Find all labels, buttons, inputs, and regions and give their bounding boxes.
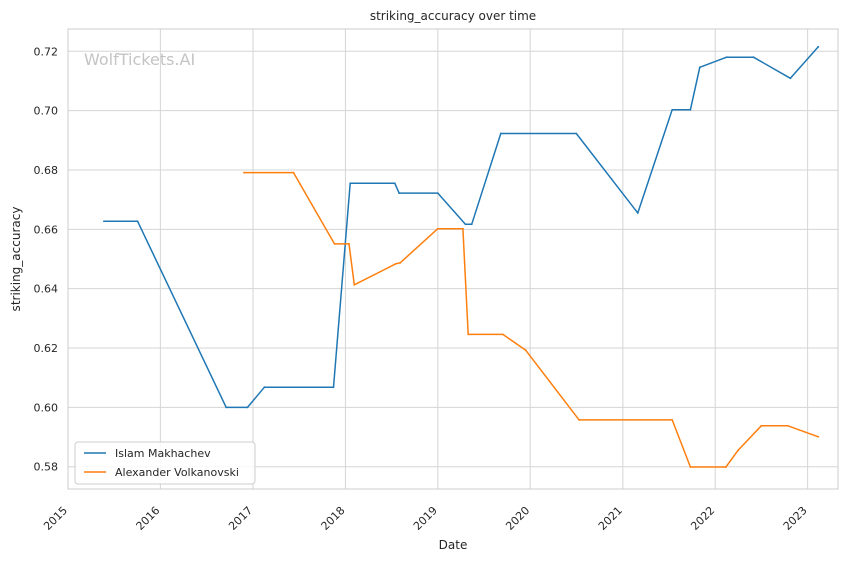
series-0-point-2 (225, 406, 228, 409)
series-0-point-21 (817, 45, 820, 48)
legend-label-0: Islam Makhachev (115, 447, 211, 460)
series-1-point-16 (737, 449, 739, 452)
series-0-point-7 (393, 182, 396, 185)
y-tick-label: 0.60 (34, 401, 59, 414)
series-1-point-14 (689, 466, 692, 468)
series-0-point-12 (499, 132, 502, 135)
series-1-point-18 (786, 424, 789, 427)
legend-label-1: Alexander Volkanovski (115, 466, 239, 479)
series-0-point-19 (752, 56, 755, 59)
series-0-point-20 (789, 77, 792, 80)
series-1-point-17 (760, 424, 763, 427)
series-0-point-18 (725, 56, 728, 59)
series-0-point-13 (575, 132, 578, 135)
series-1-point-8 (461, 227, 464, 230)
y-tick-label: 0.62 (34, 342, 59, 355)
series-0-point-5 (332, 386, 335, 389)
series-1-point-15 (724, 466, 727, 468)
series-1-point-3 (348, 242, 350, 245)
series-1-point-4 (353, 283, 356, 286)
series-0-point-16 (689, 108, 692, 111)
chart-title: striking_accuracy over time (370, 9, 536, 23)
y-tick-label: 0.70 (34, 105, 59, 118)
series-1-point-12 (578, 418, 580, 421)
legend-box (74, 441, 256, 485)
series-line-0 (103, 46, 819, 409)
series-1-point-0 (243, 171, 245, 174)
series-0-point-17 (698, 66, 701, 69)
series-0-point-9 (436, 192, 439, 195)
series-0-point-4 (263, 386, 266, 389)
watermark: WolfTickets.AI (84, 50, 195, 69)
series-1-point-13 (671, 418, 674, 421)
series-layer (103, 45, 820, 468)
series-1-point-1 (292, 171, 295, 174)
y-axis-label: striking_accuracy (9, 207, 23, 312)
series-0-point-6 (349, 182, 352, 185)
series-0-point-14 (636, 212, 639, 214)
series-0-point-11 (470, 223, 473, 226)
series-1-point-6 (399, 261, 401, 264)
x-axis-label: Date (439, 538, 468, 552)
series-1-point-10 (501, 333, 504, 336)
series-1-point-19 (817, 435, 820, 438)
series-0-point-10 (464, 223, 467, 226)
series-line-1 (243, 171, 819, 468)
series-1-point-5 (395, 262, 397, 265)
plot-frame (67, 28, 839, 490)
y-tick-label: 0.58 (34, 461, 59, 474)
legend: Islam Makhachev Alexander Volkanovski (74, 441, 256, 485)
series-1-point-11 (524, 349, 527, 352)
y-tick-label: 0.68 (34, 164, 59, 177)
series-1-point-7 (436, 227, 439, 230)
series-0-point-3 (246, 406, 249, 409)
y-tick-label: 0.66 (34, 223, 59, 236)
series-0-point-0 (103, 220, 105, 223)
series-1-point-9 (467, 333, 470, 336)
series-0-point-8 (398, 192, 400, 195)
y-tick-label: 0.64 (34, 283, 59, 296)
y-tick-labels: 0.58 0.60 0.62 0.64 0.66 0.68 0.70 0.72 (34, 45, 59, 473)
y-tick-label: 0.72 (34, 45, 59, 58)
series-0-point-1 (136, 220, 139, 223)
series-0-point-15 (671, 108, 674, 111)
series-1-point-2 (333, 242, 336, 245)
